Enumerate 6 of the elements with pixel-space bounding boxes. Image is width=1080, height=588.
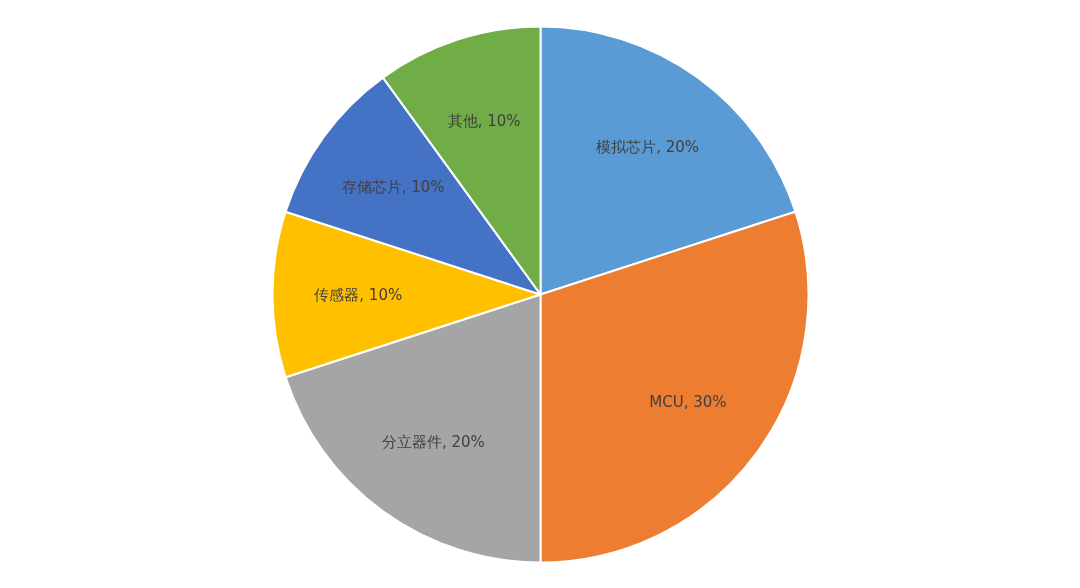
slice-label: 分立器件, 20% [381,432,485,451]
slice-label: 模拟芯片, 20% [596,138,700,157]
slice-label: 其他, 10% [447,112,521,131]
slice-label: MCU, 30% [649,392,727,411]
slice-label: 传感器, 10% [314,285,403,304]
slice-label: 存储芯片, 10% [341,178,445,197]
